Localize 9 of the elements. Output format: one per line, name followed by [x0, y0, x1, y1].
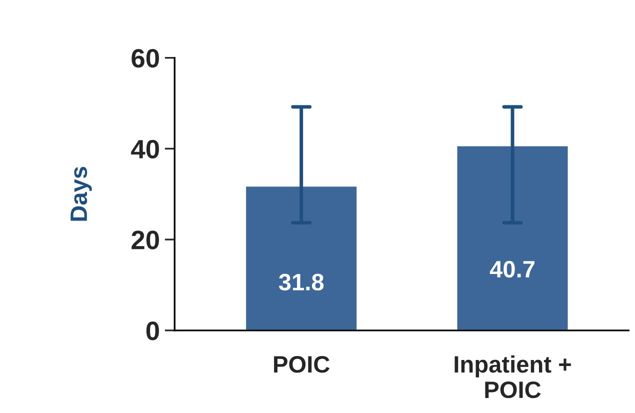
- y-tick-label: 0: [146, 322, 159, 340]
- x-tick-label: POIC: [274, 356, 330, 373]
- data-label: 31.8: [278, 274, 324, 291]
- x-tick-label: Inpatient + POIC: [454, 355, 571, 398]
- y-axis-title: Days: [70, 166, 92, 221]
- data-label: 40.7: [490, 260, 534, 278]
- y-tick-label: 20: [132, 230, 159, 250]
- y-tick-label: 60: [132, 48, 159, 68]
- y-tick-label: 40: [131, 140, 159, 158]
